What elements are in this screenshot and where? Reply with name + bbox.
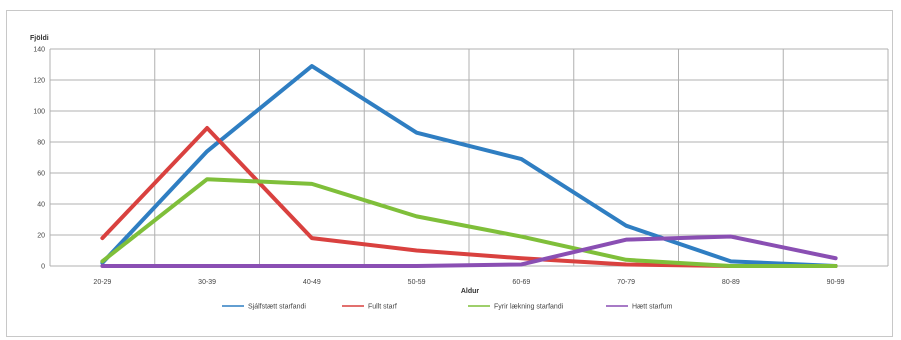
y-axis-title: Fjöldi: [30, 35, 49, 42]
data-point-sj-lfst-tt-starfandi: [624, 224, 628, 228]
x-tick-label: 40-49: [303, 279, 321, 286]
data-point-fullt-starf: [310, 236, 314, 240]
x-tick-label: 20-29: [93, 279, 111, 286]
series-line-fyrir-l-kning-starfandi: [100, 177, 838, 268]
y-tick-label: 80: [37, 140, 45, 147]
data-point-fullt-starf: [624, 262, 628, 266]
x-tick-label: 60-69: [512, 279, 530, 286]
data-point-h-tt-starfum: [310, 264, 314, 268]
data-point-h-tt-starfum: [205, 264, 209, 268]
x-tick-label: 80-89: [722, 279, 740, 286]
data-point-fyrir-l-kning-starfandi: [415, 214, 419, 218]
data-point-sj-lfst-tt-starfandi: [415, 131, 419, 135]
x-tick-label: 30-39: [198, 279, 216, 286]
data-point-sj-lfst-tt-starfandi: [205, 149, 209, 153]
data-point-fyrir-l-kning-starfandi: [205, 177, 209, 181]
legend-label: Hætt starfum: [632, 304, 673, 311]
data-point-h-tt-starfum: [624, 238, 628, 242]
data-point-fyrir-l-kning-starfandi: [834, 264, 838, 268]
legend-label: Fyrir lækning starfandi: [494, 304, 564, 311]
y-tick-label: 40: [37, 202, 45, 209]
data-point-fyrir-l-kning-starfandi: [310, 182, 314, 186]
data-point-h-tt-starfum: [100, 264, 104, 268]
y-tick-label: 140: [33, 47, 45, 54]
data-point-h-tt-starfum: [834, 256, 838, 260]
y-tick-label: 120: [33, 78, 45, 85]
data-point-h-tt-starfum: [729, 235, 733, 239]
data-point-sj-lfst-tt-starfandi: [519, 157, 523, 161]
y-tick-label: 60: [37, 171, 45, 178]
data-point-fullt-starf: [415, 249, 419, 252]
x-axis-ticks: 20-29 30-39 40-49 50-59 60-69 70-79 80-89 90-99: [93, 279, 844, 286]
data-point-fullt-starf: [100, 236, 104, 240]
x-axis-title: Aldur: [461, 288, 480, 295]
data-point-fullt-starf: [519, 256, 523, 260]
x-tick-label: 50-59: [408, 279, 426, 286]
x-tick-label: 90-99: [827, 279, 845, 286]
data-point-sj-lfst-tt-starfandi: [729, 259, 733, 263]
data-point-fyrir-l-kning-starfandi: [729, 264, 733, 268]
gridlines: [49, 48, 889, 267]
legend-label: Sjálfstætt starfandi: [248, 304, 306, 311]
x-tick-label: 70-79: [617, 279, 635, 286]
y-tick-label: 20: [37, 233, 45, 240]
series-line-h-tt-starfum: [100, 234, 838, 268]
y-axis-ticks: 0 20 40 60 80 100 120 140: [33, 47, 45, 271]
legend-label: Fullt starf: [368, 304, 397, 311]
series-lines: [100, 64, 838, 268]
data-point-fullt-starf: [205, 126, 209, 130]
data-point-fyrir-l-kning-starfandi: [624, 258, 628, 262]
y-tick-label: 0: [41, 264, 45, 271]
y-tick-label: 100: [33, 109, 45, 116]
legend: Sjálfstætt starfandi Fullt starf Fyrir læk…: [222, 304, 673, 311]
data-point-sj-lfst-tt-starfandi: [310, 64, 314, 68]
data-point-h-tt-starfum: [415, 264, 419, 268]
data-point-fyrir-l-kning-starfandi: [519, 235, 523, 239]
data-point-fyrir-l-kning-starfandi: [100, 259, 104, 263]
series-line-sj-lfst-tt-starfandi: [100, 64, 838, 268]
data-point-h-tt-starfum: [519, 262, 523, 266]
